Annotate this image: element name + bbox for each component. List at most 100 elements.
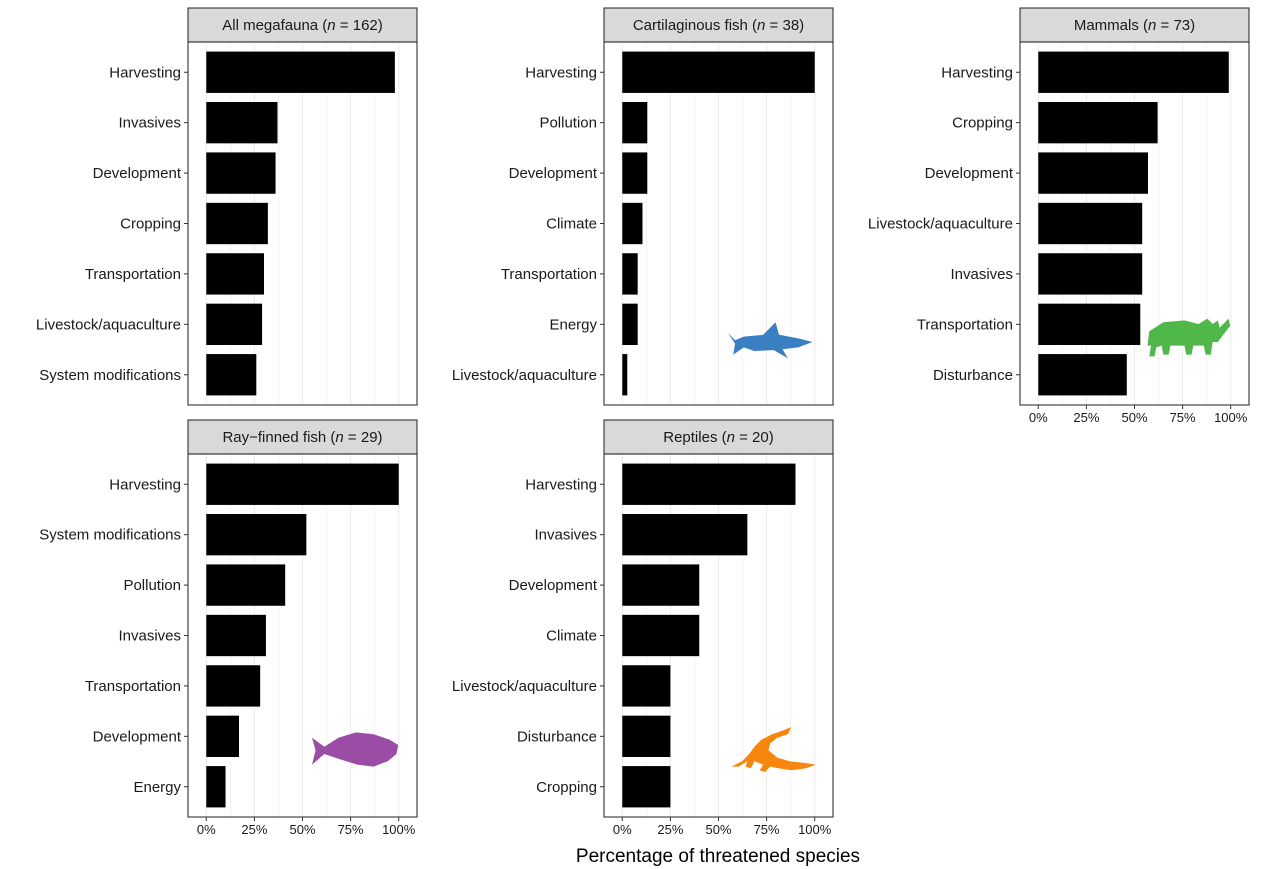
bar [622,354,628,396]
panel-border [603,41,834,406]
category-label: Transportation [501,266,597,283]
bar [1038,354,1127,396]
x-tick-label: 100% [382,822,416,837]
category-label: Climate [546,216,597,233]
crocodile-icon-shape [731,727,816,772]
bar [206,354,257,396]
facet-title-part: Reptiles ( [663,429,726,446]
facet-title-part: = 73) [1156,17,1195,34]
fish-icon-shape [312,732,399,767]
fish-icon [312,732,399,767]
bar [622,152,648,194]
x-tick-label: 25% [657,822,683,837]
bar [206,463,399,505]
facet-title-part: Mammals ( [1074,17,1148,34]
facet-title-part: All megafauna ( [222,17,327,34]
facet-strip-background [187,7,418,43]
category-label: Livestock/aquaculture [36,316,181,333]
category-label: Development [509,577,598,594]
category-label: Cropping [536,779,597,796]
bar [206,51,395,93]
bar [622,614,700,657]
x-tick-label: 0% [197,822,216,837]
facet-title-part: n [327,17,335,34]
facet-strip-background [1019,7,1250,43]
bar [622,513,748,556]
facet-title-part: n [727,429,735,446]
facet-title-part: = 38) [765,17,804,34]
bar [622,101,648,144]
category-label: Cropping [120,216,181,233]
facet-strip-background [603,419,834,455]
category-label: Livestock/aquaculture [452,678,597,695]
facet-title-part: Cartilaginous fish ( [633,17,757,34]
category-label: Invasives [534,527,597,544]
facet-title-part: Ray−finned fish ( [222,429,335,446]
rhino-icon-shape [1147,318,1231,357]
bar [206,564,286,606]
facet-title: Mammals (n = 73) [1074,17,1195,34]
category-label: Development [509,165,598,182]
facet-panel: Reptiles (n = 20) Harvesting Invasives Deve… [452,419,834,837]
facet-title-part: = 162) [336,17,383,34]
x-tick-label: 75% [338,822,364,837]
x-tick-label: 100% [798,822,832,837]
bar [622,253,638,295]
x-axis-label: Percentage of threatened species [576,846,860,867]
x-tick-label: 50% [1121,410,1147,425]
x-tick-label: 100% [1214,410,1248,425]
x-tick-label: 75% [754,822,780,837]
x-tick-label: 25% [1073,410,1099,425]
facet-strip: Ray−finned fish (n = 29) [187,419,418,455]
x-tick-label: 25% [241,822,267,837]
category-label: Livestock/aquaculture [868,216,1013,233]
bar [206,253,265,295]
facet-title: All megafauna (n = 162) [222,17,383,34]
category-label: Harvesting [109,64,181,81]
bar [206,152,276,194]
bar [206,614,266,657]
category-label: Development [925,165,1014,182]
bar [1038,152,1148,194]
category-label: Transportation [85,266,181,283]
x-tick-label: 75% [1170,410,1196,425]
category-label: Invasives [950,266,1013,283]
bar [1038,202,1143,245]
bar [206,766,226,808]
facet-panel: Ray−finned fish (n = 29) Harvesting System… [39,419,418,837]
category-label: Energy [133,779,181,796]
facet-title-part: n [1148,17,1156,34]
shark-icon-shape [728,322,813,359]
rhino-icon [1147,318,1231,357]
facet-strip: Mammals (n = 73) [1019,7,1250,43]
category-label: Livestock/aquaculture [452,367,597,384]
x-tick-label: 50% [289,822,315,837]
bar [622,303,638,346]
shark-icon [728,322,813,359]
facet-strip-background [603,7,834,43]
facet-title-part: n [335,429,343,446]
bar [622,202,643,245]
facet-panel: All megafauna (n = 162) Harvesting Invasiv… [36,7,418,406]
category-label: Harvesting [525,64,597,81]
facet-title-part: = 20) [735,429,774,446]
bar [206,101,278,144]
facet-title: Cartilaginous fish (n = 38) [633,17,804,34]
category-label: Pollution [539,115,597,132]
bar [1038,101,1158,144]
bars [206,463,399,808]
category-label: System modifications [39,367,181,384]
bar [622,564,700,606]
panel-border [187,41,418,406]
bar [206,513,307,556]
bar [206,303,263,346]
bar [622,665,671,707]
bars [622,463,796,808]
category-label: Energy [549,316,597,333]
category-label: Disturbance [933,367,1013,384]
category-label: Pollution [123,577,181,594]
facet-panel: Mammals (n = 73) Harvesting Cropping Develo… [868,7,1250,425]
category-label: Development [93,165,182,182]
bar [206,202,268,245]
facet-strip: Reptiles (n = 20) [603,419,834,455]
